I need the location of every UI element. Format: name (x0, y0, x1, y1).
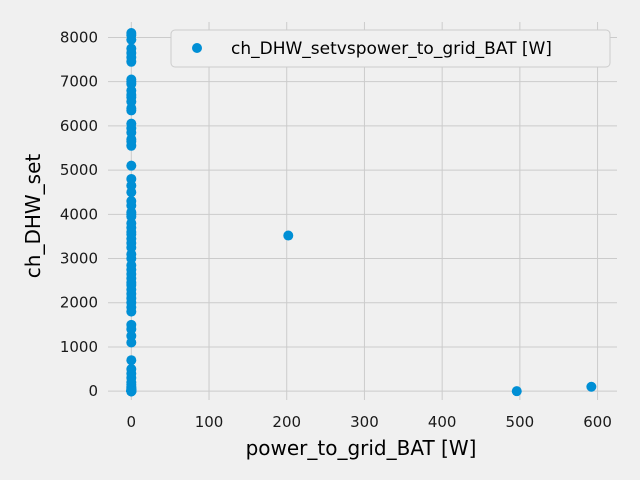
scatter-point (126, 386, 137, 397)
y-axis-label: ch_DHW_set (21, 154, 45, 279)
scatter-point (511, 386, 522, 397)
legend: ch_DHW_setvspower_to_grid_BAT [W] (170, 29, 611, 68)
legend-box (170, 29, 611, 68)
y-tick-labels: 0 1000 2000 3000 4000 5000 6000 7000 8000 (60, 28, 98, 400)
scatter-point (126, 355, 137, 366)
scatter-point (126, 187, 137, 198)
y-tick-label: 8000 (60, 28, 98, 46)
y-tick-label: 2000 (60, 294, 98, 312)
scatter-point (586, 381, 597, 392)
scatter-points (126, 28, 597, 397)
scatter-point (126, 337, 137, 348)
x-tick-label: 500 (506, 413, 535, 431)
y-tick-label: 1000 (60, 338, 98, 356)
scatter-point (126, 56, 137, 67)
x-tick-labels: 0 100 200 300 400 500 600 (127, 413, 612, 431)
x-tick-label: 200 (272, 413, 301, 431)
scatter-point (126, 34, 137, 45)
x-tick-label: 600 (583, 413, 612, 431)
scatter-point (283, 230, 294, 241)
grid (108, 22, 617, 400)
x-tick-label: 300 (350, 413, 379, 431)
scatter-point (126, 306, 137, 317)
x-tick-label: 400 (428, 413, 457, 431)
y-tick-label: 6000 (60, 117, 98, 135)
x-tick-label: 100 (195, 413, 224, 431)
y-tick-label: 7000 (60, 73, 98, 91)
y-tick-label: 4000 (60, 205, 98, 223)
scatter-point (126, 160, 137, 171)
x-axis-label: power_to_grid_BAT [W] (246, 436, 477, 460)
scatter-point (126, 140, 137, 151)
legend-marker (192, 43, 202, 53)
y-tick-label: 5000 (60, 161, 98, 179)
scatter-point (126, 105, 137, 116)
x-tick-label: 0 (127, 413, 137, 431)
legend-label: ch_DHW_setvspower_to_grid_BAT [W] (231, 39, 552, 59)
y-tick-label: 3000 (60, 250, 98, 268)
y-tick-label: 0 (88, 382, 98, 400)
